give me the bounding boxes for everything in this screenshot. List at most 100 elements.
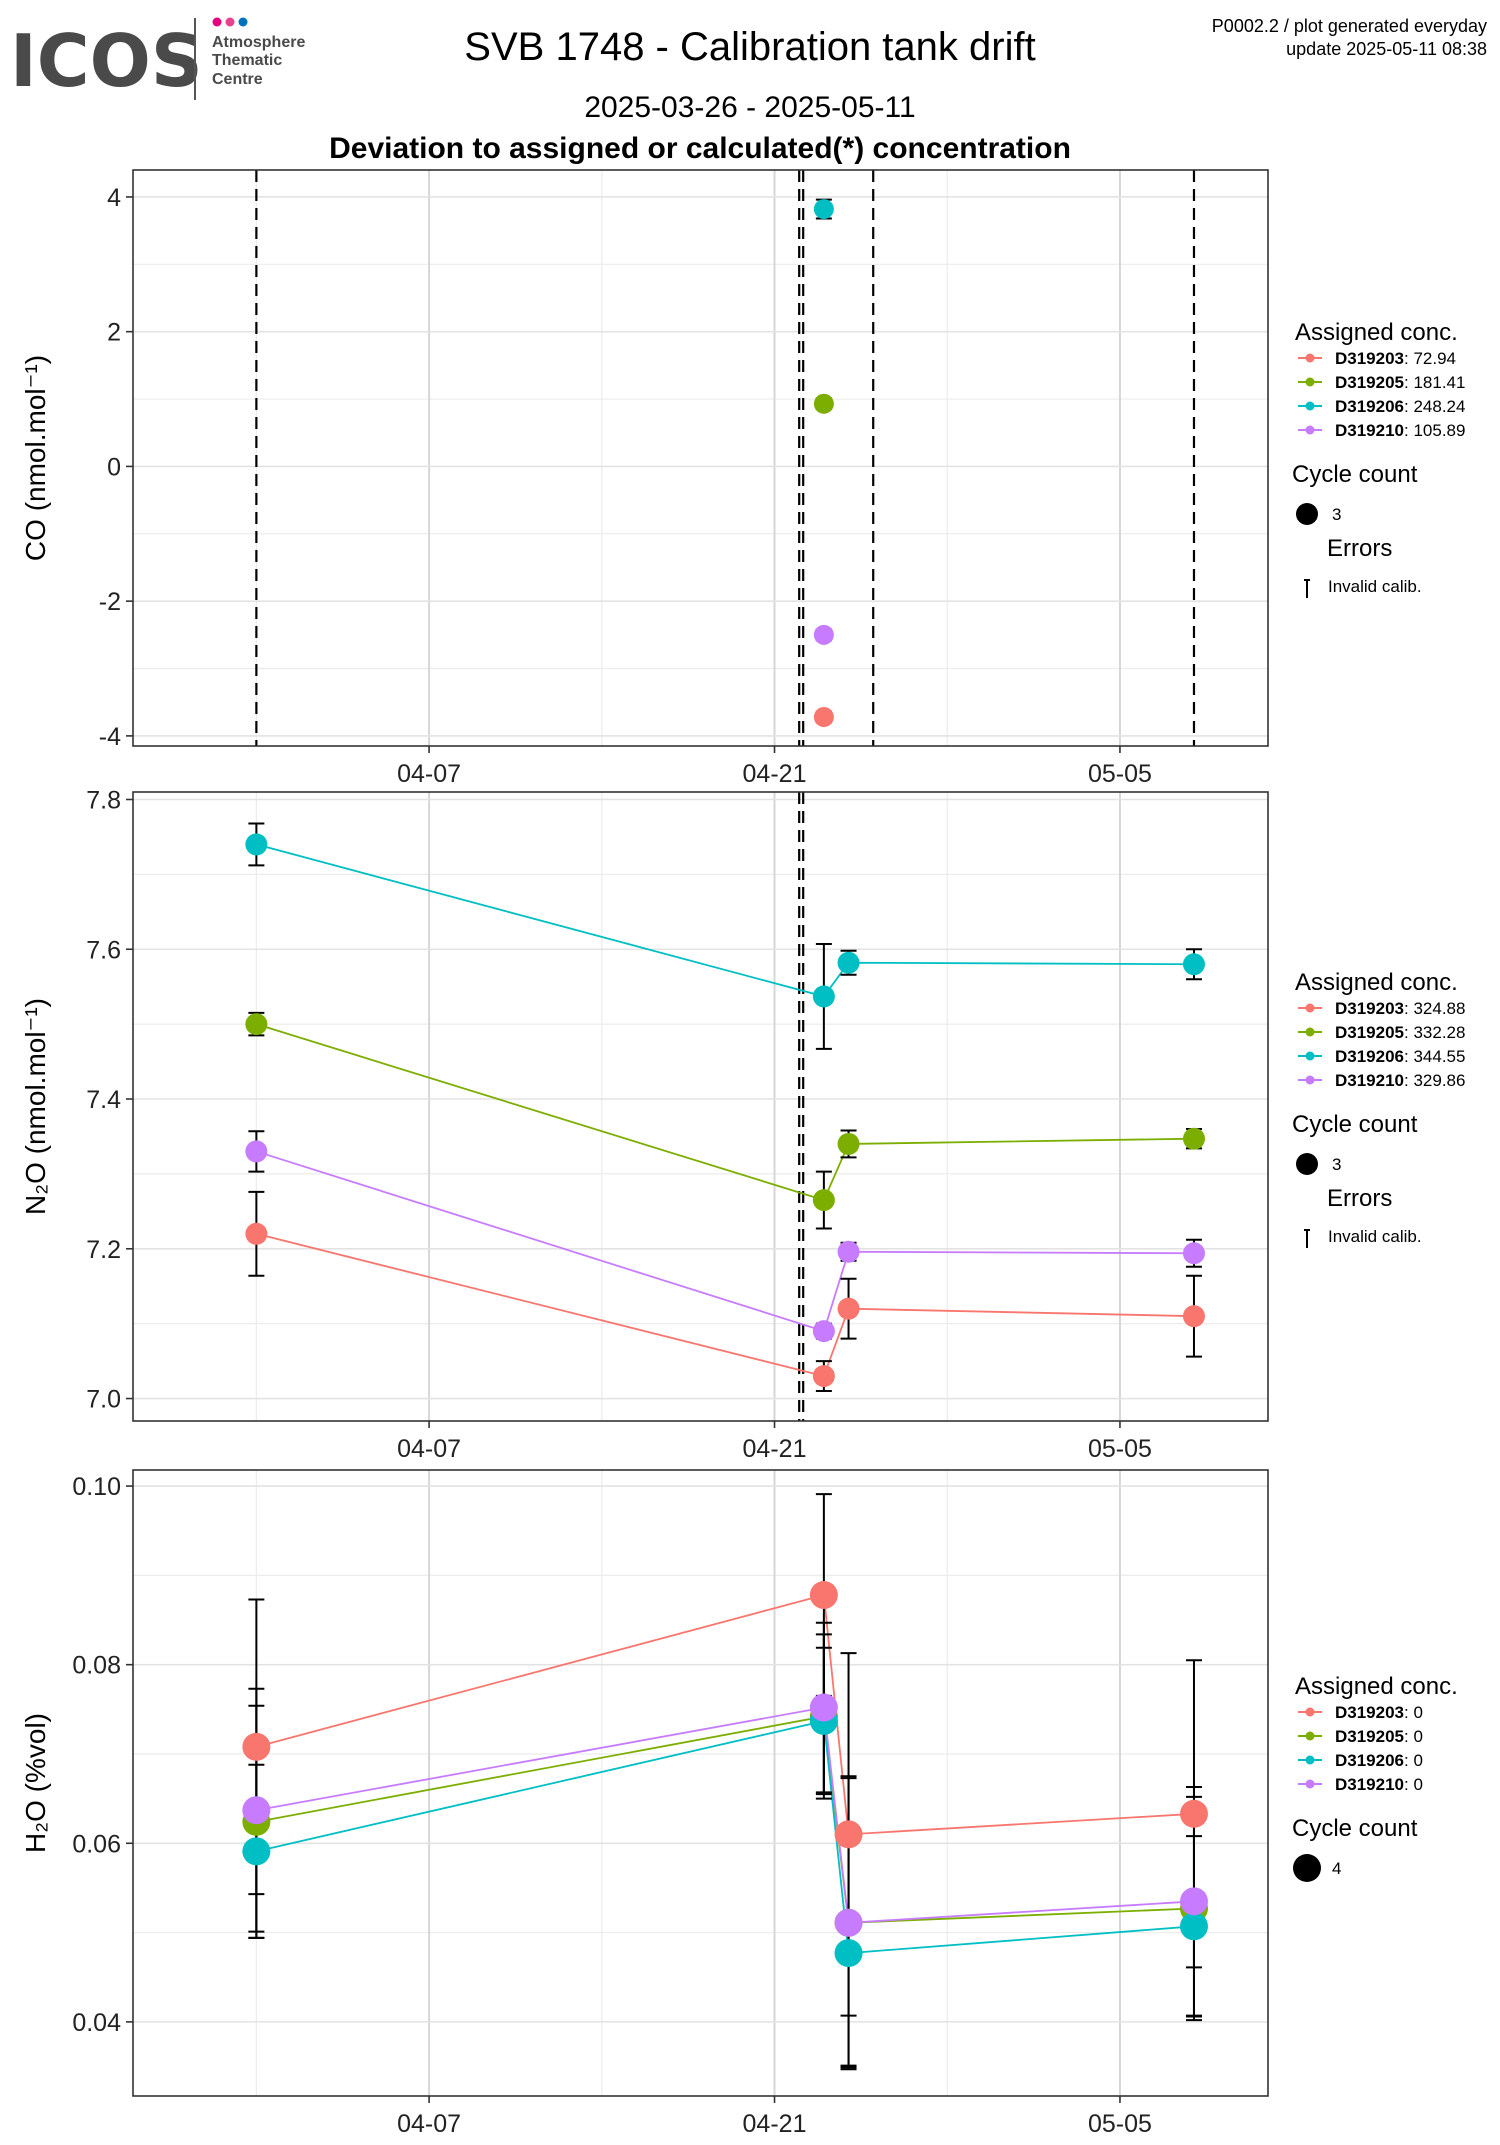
x-tick-label: 05-05 bbox=[1088, 760, 1152, 788]
y-tick-label: 4 bbox=[107, 184, 121, 212]
legend-key-dot bbox=[1305, 1003, 1315, 1013]
chart-panel-co: 04-07 04-21 05-05 -4 -2 0 2 4 CO (nmol.mol⁻¹) Ass… bbox=[20, 169, 1465, 788]
legend-tank-name: D319206 bbox=[1335, 1047, 1404, 1066]
legend-entry-D319210: D319210: 0 bbox=[1335, 1775, 1423, 1794]
logo-dot-icon bbox=[212, 17, 222, 27]
data-point-D319206 bbox=[813, 199, 834, 220]
legend-key-dot bbox=[1305, 353, 1315, 363]
cycle-count-dot-icon bbox=[1293, 1854, 1321, 1882]
legend-tank-name: D319205 bbox=[1335, 1023, 1404, 1042]
y-axis-label: CO (nmol.mol⁻¹) bbox=[20, 355, 51, 561]
data-point-D319203 bbox=[242, 1732, 271, 1761]
chart-title: SVB 1748 - Calibration tank drift bbox=[464, 25, 1035, 69]
y-tick-label: 0.04 bbox=[72, 2009, 121, 2037]
legend-tank-name: D319203 bbox=[1335, 349, 1404, 368]
legend-tank-name: D319210 bbox=[1335, 1775, 1404, 1794]
legend-key-dot bbox=[1305, 401, 1315, 411]
data-point-D319210 bbox=[809, 1693, 838, 1722]
y-tick-label: -4 bbox=[99, 723, 121, 751]
org-line-1: Atmosphere bbox=[212, 34, 305, 51]
panels: 04-07 04-21 05-05 -4 -2 0 2 4 CO (nmol.mol⁻¹) Ass… bbox=[20, 169, 1465, 2138]
legend-title: Assigned conc. bbox=[1295, 1673, 1458, 1700]
legend-tank-name: D319210 bbox=[1335, 421, 1404, 440]
data-point-D319203 bbox=[837, 1297, 860, 1320]
series-line-D319206 bbox=[256, 843, 1194, 998]
legend-tank-name: D319205 bbox=[1335, 1727, 1404, 1746]
y-tick-label: 7.0 bbox=[86, 1386, 121, 1414]
legend-tank-value: : 324.88 bbox=[1404, 999, 1465, 1018]
legend-tank-value: : 248.24 bbox=[1404, 397, 1465, 416]
data-point-D319210 bbox=[245, 1140, 268, 1163]
legend-entry-D319205: D319205: 0 bbox=[1335, 1727, 1423, 1746]
y-tick-label: -2 bbox=[99, 588, 121, 616]
legend-entry-D319203: D319203: 72.94 bbox=[1335, 349, 1456, 368]
legend-tank-name: D319205 bbox=[1335, 373, 1404, 392]
legend-tank-value: : 0 bbox=[1404, 1727, 1423, 1746]
legend-tank-name: D319203 bbox=[1335, 999, 1404, 1018]
legend-tank-value: : 181.41 bbox=[1404, 373, 1465, 392]
legend-tank-value: : 0 bbox=[1404, 1703, 1423, 1722]
y-axis-label: N₂O (nmol.mol⁻¹) bbox=[20, 998, 51, 1215]
data-point-D319206 bbox=[834, 1939, 863, 1968]
org-line-3: Centre bbox=[212, 71, 263, 88]
cycle-count-value: 4 bbox=[1332, 1859, 1341, 1878]
data-point-D319206 bbox=[812, 985, 835, 1008]
legend-entry-D319206: D319206: 0 bbox=[1335, 1751, 1423, 1770]
data-point-D319205 bbox=[837, 1132, 860, 1155]
legend-entry-D319210: D319210: 329.86 bbox=[1335, 1071, 1465, 1090]
legend-key-dot bbox=[1305, 377, 1315, 387]
errors-title: Errors bbox=[1327, 1185, 1392, 1212]
legend-tank-value: : 344.55 bbox=[1404, 1047, 1465, 1066]
y-tick-label: 7.8 bbox=[86, 786, 121, 814]
cycle-count-value: 3 bbox=[1332, 505, 1341, 524]
legend-entry-D319206: D319206: 248.24 bbox=[1335, 397, 1465, 416]
legend-key-dot bbox=[1305, 1755, 1315, 1765]
x-tick-label: 04-21 bbox=[743, 1435, 807, 1463]
y-tick-label: 0.06 bbox=[72, 1830, 121, 1858]
series-line-D319203 bbox=[256, 1593, 1195, 1836]
legend-title: Assigned conc. bbox=[1295, 319, 1458, 346]
cycle-count-title: Cycle count bbox=[1292, 1815, 1418, 1842]
y-tick-label: 0.10 bbox=[72, 1473, 121, 1501]
data-point-D319203 bbox=[245, 1222, 268, 1245]
legend-entry-D319205: D319205: 332.28 bbox=[1335, 1023, 1465, 1042]
errors-label: Invalid calib. bbox=[1328, 1227, 1422, 1246]
icos-logo-text: ICOS bbox=[10, 19, 203, 103]
legend-tank-value: : 105.89 bbox=[1404, 421, 1465, 440]
data-point-D319206 bbox=[837, 951, 860, 974]
cycle-count-value: 3 bbox=[1332, 1155, 1341, 1174]
meta-line-1: P0002.2 / plot generated everyday bbox=[1212, 16, 1487, 36]
legend-entry-D319205: D319205: 181.41 bbox=[1335, 373, 1465, 392]
cycle-count-title: Cycle count bbox=[1292, 1111, 1418, 1138]
legend-tank-name: D319206 bbox=[1335, 397, 1404, 416]
y-tick-label: 7.4 bbox=[86, 1086, 121, 1114]
series-line-D319210 bbox=[256, 1706, 1195, 1924]
panel-border bbox=[132, 1469, 1269, 2097]
legend-key-dot bbox=[1305, 1707, 1315, 1717]
legend-key-dot bbox=[1305, 1051, 1315, 1061]
data-point-D319210 bbox=[834, 1908, 863, 1937]
errors-title: Errors bbox=[1327, 535, 1392, 562]
legend-key-dot bbox=[1305, 425, 1315, 435]
legend-tank-value: : 0 bbox=[1404, 1751, 1423, 1770]
data-point-D319206 bbox=[242, 1837, 271, 1866]
panel-border bbox=[132, 169, 1269, 747]
x-tick-label: 05-05 bbox=[1088, 1435, 1152, 1463]
data-point-D319206 bbox=[245, 833, 268, 856]
y-tick-label: 0.08 bbox=[72, 1652, 121, 1680]
panel-border bbox=[132, 791, 1269, 1422]
legend-tank-value: : 332.28 bbox=[1404, 1023, 1465, 1042]
data-point-D319205 bbox=[245, 1013, 268, 1036]
cycle-count-dot-icon bbox=[1296, 1153, 1318, 1175]
legend-title: Assigned conc. bbox=[1295, 969, 1458, 996]
data-point-D319210 bbox=[242, 1796, 271, 1825]
data-point-D319203 bbox=[834, 1820, 863, 1849]
legend-entry-D319203: D319203: 0 bbox=[1335, 1703, 1423, 1722]
x-tick-label: 04-07 bbox=[397, 1435, 461, 1463]
data-point-D319203 bbox=[1179, 1799, 1208, 1828]
x-tick-label: 04-21 bbox=[743, 760, 807, 788]
data-point-D319203 bbox=[1182, 1305, 1205, 1328]
data-point-D319210 bbox=[1179, 1887, 1208, 1916]
legend-key-dot bbox=[1305, 1731, 1315, 1741]
